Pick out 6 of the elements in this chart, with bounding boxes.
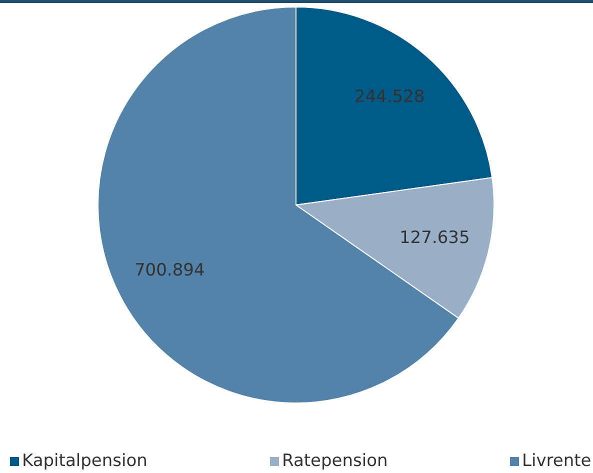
data-label: 700.894 [134,260,205,281]
legend-label: Livrente [522,451,592,471]
legend-label: Kapitalpension [22,451,148,471]
legend-label: Ratepension [282,451,388,471]
data-label: 127.635 [399,228,470,248]
data-label: 244.528 [354,87,425,108]
